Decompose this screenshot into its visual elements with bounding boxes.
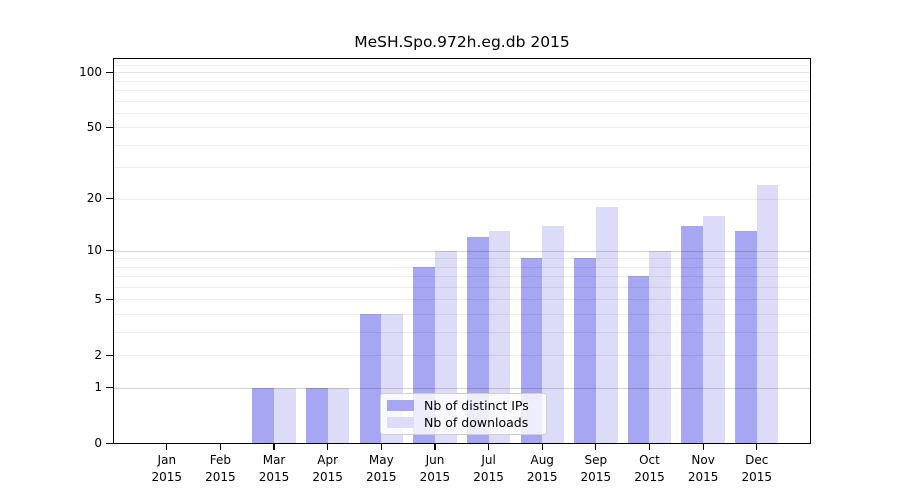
y-tick-label-100: 100 (79, 64, 102, 79)
x-tick-label-nov: Nov 2015 (687, 453, 719, 484)
x-tick-sep (595, 444, 597, 450)
y-tick-0 (106, 442, 113, 444)
x-tick-dec (756, 444, 758, 450)
chart-title: MeSH.Spo.972h.eg.db 2015 (354, 33, 570, 51)
x-tick-label-jan: Jan 2015 (151, 453, 183, 484)
y-tick-label-10: 10 (86, 243, 102, 258)
x-tick-label-may: May 2015 (366, 453, 397, 484)
x-tick-label-jun: Jun 2015 (419, 453, 451, 484)
x-tick-apr (327, 444, 329, 450)
gridline-y-20 (114, 198, 810, 200)
y-tick-label-2: 2 (94, 347, 102, 362)
y-tick-20 (106, 198, 113, 200)
bar-downloads-jul (488, 231, 511, 443)
gridline-y-80 (114, 90, 810, 92)
y-tick-1 (106, 387, 113, 389)
legend-swatch-distinct-ips (387, 400, 414, 411)
bar-distinct-ips-dec (735, 231, 757, 443)
gridline-y-50 (114, 127, 810, 129)
bar-downloads-dec (756, 184, 779, 443)
bar-distinct-ips-jul (466, 237, 489, 443)
y-tick-label-0: 0 (94, 435, 102, 450)
bar-downloads-sep (595, 206, 618, 443)
x-tick-mar (273, 444, 275, 450)
y-tick-2 (106, 354, 113, 356)
legend-item-downloads: Nb of downloads (387, 416, 538, 429)
x-tick-jul (487, 444, 490, 450)
gridline-y-1 (114, 387, 810, 389)
x-tick-label-oct: Oct 2015 (634, 453, 665, 484)
legend-swatch-downloads (387, 417, 414, 428)
x-tick-label-feb: Feb 2015 (205, 453, 236, 484)
y-tick-100 (106, 71, 113, 74)
y-tick-50 (106, 126, 113, 129)
x-tick-label-dec: Dec 2015 (741, 453, 772, 484)
y-tick-10 (106, 250, 113, 252)
legend-item-distinct-ips: Nb of distinct IPs (387, 399, 538, 412)
gridline-y-8 (114, 266, 810, 268)
bar-distinct-ips-may (359, 314, 382, 443)
x-tick-label-mar: Mar 2015 (258, 453, 290, 484)
x-tick-label-sep: Sep 2015 (580, 453, 612, 484)
bar-distinct-ips-sep (574, 258, 596, 443)
x-tick-nov (702, 444, 704, 450)
bar-downloads-aug (542, 225, 564, 443)
gridline-y-100 (114, 72, 810, 74)
gridline-y-110 (114, 64, 810, 66)
x-tick-oct (648, 444, 651, 450)
y-tick-5 (106, 298, 113, 301)
y-tick-label-50: 50 (86, 119, 102, 134)
bar-distinct-ips-apr (305, 387, 328, 443)
x-tick-jun (434, 444, 436, 450)
x-tick-label-aug: Aug 2015 (526, 453, 558, 484)
x-tick-may (380, 444, 382, 450)
bar-downloads-nov (703, 215, 725, 443)
x-tick-feb (219, 444, 222, 450)
legend: Nb of distinct IPs Nb of downloads (380, 393, 547, 435)
gridline-y-5 (114, 299, 810, 301)
gridline-y-40 (114, 144, 810, 146)
legend-label-distinct-ips: Nb of distinct IPs (424, 398, 529, 413)
gridline-y-4 (114, 314, 810, 316)
x-tick-label-jul: Jul 2015 (473, 453, 504, 484)
gridline-y-10 (114, 250, 810, 252)
bar-downloads-oct (649, 250, 672, 443)
gridline-y-2 (114, 355, 810, 357)
bar-downloads-apr (327, 387, 350, 443)
gridline-y-6 (114, 287, 810, 289)
bar-distinct-ips-mar (252, 387, 275, 443)
y-tick-label-20: 20 (86, 191, 102, 206)
y-tick-label-1: 1 (94, 380, 102, 395)
y-tick-label-5: 5 (94, 291, 102, 306)
gridline-y-70 (114, 100, 810, 102)
gridline-y-9 (114, 258, 810, 260)
gridline-y-30 (114, 167, 810, 169)
bar-distinct-ips-oct (627, 276, 650, 443)
gridline-y-7 (114, 276, 810, 278)
x-tick-label-apr: Apr 2015 (312, 453, 343, 484)
x-tick-jan (166, 444, 168, 450)
bar-downloads-mar (274, 387, 296, 443)
gridline-y-3 (114, 332, 810, 334)
x-tick-aug (541, 444, 543, 450)
bar-distinct-ips-nov (681, 225, 704, 443)
gridline-y-90 (114, 80, 810, 82)
gridline-y-60 (114, 112, 810, 114)
legend-label-downloads: Nb of downloads (424, 415, 529, 430)
